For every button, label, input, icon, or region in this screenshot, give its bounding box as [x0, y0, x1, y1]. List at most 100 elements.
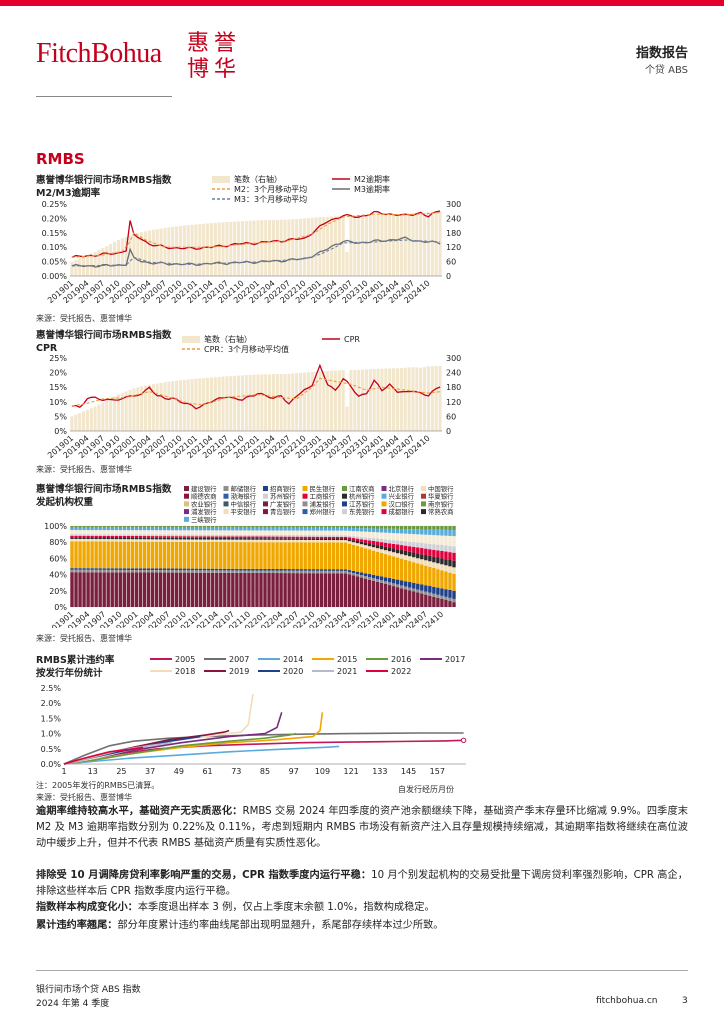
stacked-bar-segment — [420, 593, 424, 607]
stacked-bar-segment — [379, 545, 384, 550]
stacked-bar-segment — [315, 530, 319, 536]
stacked-bar-segment — [215, 542, 219, 569]
stacked-bar-segment — [174, 541, 179, 569]
legend-swatch — [421, 486, 426, 491]
stacked-bar-segment — [78, 526, 82, 528]
stacked-bar-segment — [391, 543, 396, 549]
stacked-bar-segment — [162, 537, 167, 540]
stacked-bar-segment — [227, 572, 231, 607]
stacked-bar-segment — [215, 568, 219, 571]
stacked-bar-segment — [395, 584, 400, 588]
stacked-bar-segment — [343, 530, 348, 536]
stacked-bar-segment — [90, 527, 94, 531]
chart4-title-line2: 按发行年份统计 — [36, 668, 103, 679]
stacked-bar-segment — [182, 570, 187, 573]
stacked-bar-segment — [202, 572, 207, 607]
stacked-bar-segment — [412, 582, 416, 589]
stacked-bar-segment — [150, 536, 155, 538]
stacked-bar-segment — [162, 570, 167, 573]
stacked-bar-segment — [416, 592, 420, 607]
legend-label: 2022 — [391, 667, 411, 676]
chart1-title-line1: 惠誉博华银行间市场RMBS指数 — [36, 175, 172, 186]
stacked-bar-segment — [70, 541, 74, 569]
stacked-bar-segment — [134, 534, 139, 536]
y-right-tick-label: 180 — [446, 229, 461, 238]
stacked-bar-segment — [86, 527, 90, 531]
stacked-bar-segment — [182, 572, 187, 607]
stacked-bar-segment — [283, 570, 287, 574]
count-bar — [78, 413, 82, 431]
stacked-bar-segment — [383, 581, 388, 585]
stacked-bar-segment — [408, 551, 412, 557]
stacked-bar-segment — [154, 570, 159, 573]
stacked-bar-segment — [452, 526, 456, 531]
legend-label: 2005 — [175, 655, 195, 664]
count-bar — [70, 261, 74, 276]
count-bar — [326, 216, 330, 276]
stacked-bar-segment — [371, 540, 376, 545]
legend-label: M2逾期率 — [354, 174, 390, 184]
stacked-bar-segment — [375, 526, 380, 529]
legend-swatch — [302, 509, 308, 515]
stacked-bar-segment — [391, 533, 396, 541]
legend-label: 郑州银行 — [310, 507, 336, 516]
stacked-bar-segment — [283, 539, 287, 543]
stacked-bar-segment — [452, 536, 456, 547]
stacked-bar-segment — [363, 578, 368, 607]
stacked-bar-segment — [428, 526, 432, 530]
stacked-bar-segment — [102, 572, 106, 607]
stacked-bar-segment — [432, 549, 436, 557]
count-bar — [283, 373, 287, 431]
stacked-bar-segment — [347, 527, 352, 531]
stacked-bar-segment — [138, 541, 143, 569]
stacked-bar-segment — [223, 530, 227, 535]
stacked-bar-segment — [182, 536, 187, 538]
stacked-bar-segment — [371, 580, 376, 607]
stacked-bar-segment — [359, 541, 364, 545]
stacked-bar-segment — [283, 569, 287, 571]
count-bar — [74, 414, 78, 431]
stacked-bar-segment — [303, 539, 307, 543]
stacked-bar-segment — [130, 530, 135, 535]
stacked-bar-segment — [138, 534, 143, 537]
footer-website-link[interactable]: fitchbohua.cn — [596, 996, 658, 1006]
stacked-bar-segment — [166, 572, 171, 607]
stacked-bar-segment — [408, 587, 412, 591]
footer-report-name: 银行间市场个贷 ABS 指数 — [36, 985, 141, 995]
stacked-bar-segment — [170, 568, 175, 571]
stacked-bar-segment — [90, 572, 94, 607]
legend-swatch — [184, 493, 189, 499]
x-tick-label: 49 — [174, 767, 184, 776]
stacked-bar-segment — [351, 540, 356, 543]
stacked-bar-segment — [287, 573, 291, 607]
stacked-bar-segment — [428, 549, 432, 556]
y-right-tick-label: 120 — [446, 243, 461, 252]
stacked-bar-segment — [440, 526, 444, 530]
stacked-bar-segment — [259, 530, 263, 535]
count-bar — [368, 215, 372, 276]
stacked-bar-segment — [219, 537, 223, 540]
stacked-bar-segment — [420, 529, 424, 535]
stacked-bar-segment — [211, 539, 215, 542]
stacked-bar-segment — [231, 530, 235, 535]
y-left-tick-label: 25% — [49, 354, 67, 363]
chart3-title: 惠誉博华银行间市场RMBS指数 发起机构权重 — [36, 483, 171, 509]
stacked-bar-segment — [215, 572, 219, 607]
stacked-bar-segment — [142, 527, 147, 531]
stacked-bar-segment — [375, 538, 380, 542]
stacked-bar-segment — [130, 568, 135, 570]
stacked-bar-segment — [219, 536, 223, 538]
stacked-bar-segment — [194, 568, 199, 571]
stacked-bar-segment — [311, 542, 315, 570]
x-tick-label: 1 — [61, 767, 66, 776]
stacked-bar-segment — [263, 534, 267, 537]
stacked-bar-segment — [243, 536, 247, 539]
stacked-bar-segment — [311, 539, 315, 543]
stacked-bar-segment — [279, 539, 283, 543]
stacked-bar-segment — [295, 573, 299, 607]
stacked-bar-segment — [162, 527, 167, 531]
stacked-bar-segment — [291, 573, 295, 607]
stacked-bar-segment — [271, 568, 275, 571]
stacked-bar-segment — [299, 542, 303, 570]
stacked-bar-segment — [190, 526, 195, 528]
